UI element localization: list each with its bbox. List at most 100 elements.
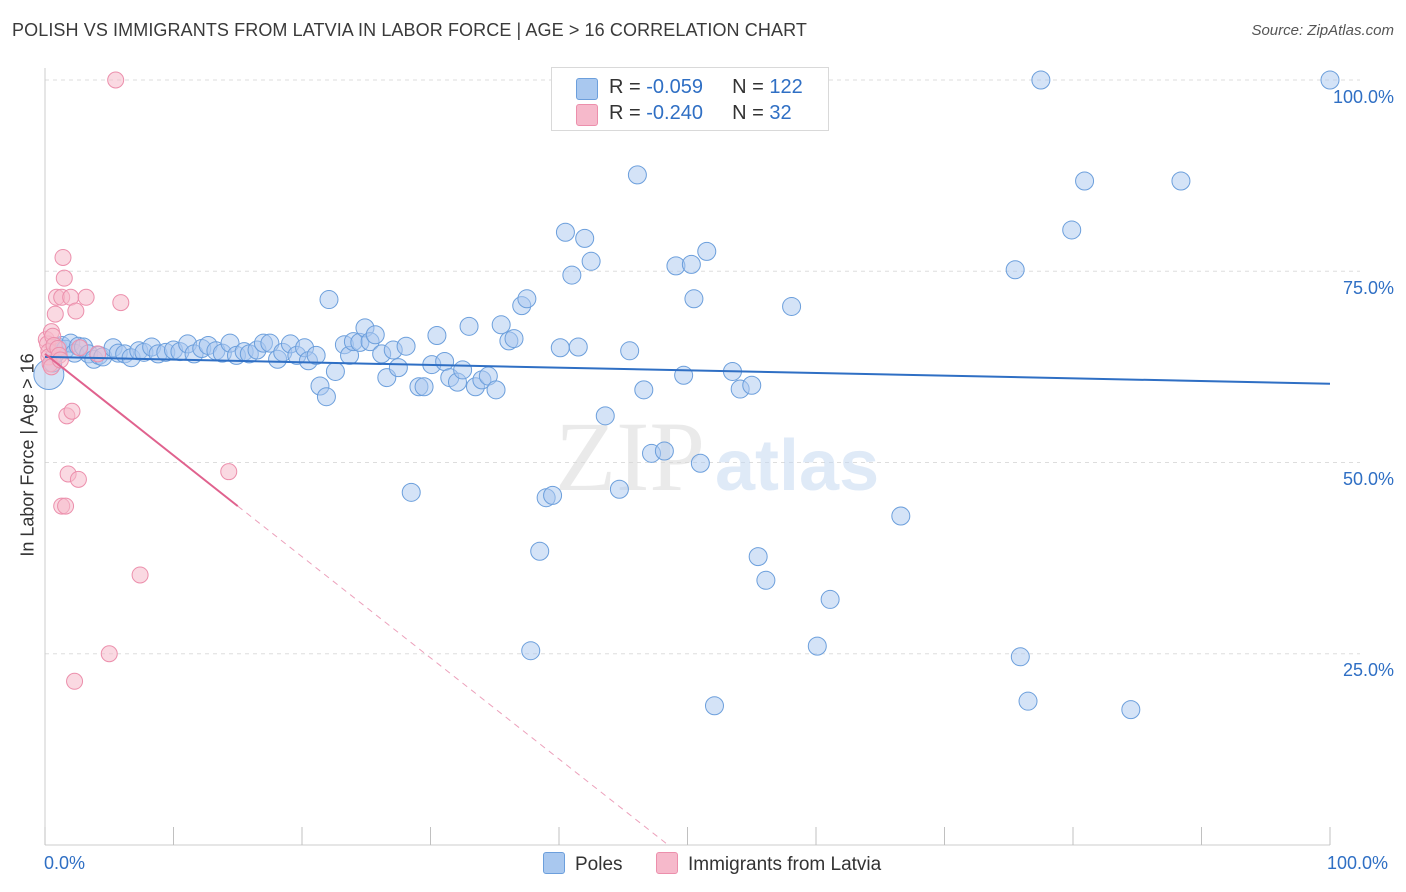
- y-tick-label: 50.0%: [1342, 469, 1394, 489]
- legend-r-label: R =: [609, 102, 647, 124]
- poles-point: [306, 345, 326, 365]
- poles-point: [396, 336, 416, 356]
- bottom-legend-poles-label: Poles: [575, 854, 623, 875]
- poles-point: [543, 485, 563, 505]
- latvia-swatch: [656, 852, 678, 874]
- poles-point: [807, 636, 827, 656]
- x-tick-label-min: 0.0%: [44, 853, 86, 873]
- poles-point: [575, 228, 595, 248]
- poles-point: [654, 441, 674, 461]
- latvia-point: [112, 294, 130, 312]
- chart-title: POLISH VS IMMIGRANTS FROM LATVIA IN LABO…: [12, 20, 807, 40]
- poles-point: [704, 696, 724, 716]
- latvia-point: [55, 269, 73, 287]
- poles-point: [530, 541, 550, 561]
- poles-point: [459, 316, 479, 336]
- poles-point: [627, 165, 647, 185]
- latvia-series: [37, 71, 238, 690]
- latvia-trend-extension: [237, 505, 669, 846]
- latvia-trend-line: [44, 353, 239, 507]
- x-tick-label-max: 100.0%: [1327, 853, 1389, 873]
- y-tick-label: 100.0%: [1332, 87, 1394, 107]
- latvia-point: [46, 305, 64, 323]
- poles-point: [1031, 70, 1051, 90]
- poles-point: [697, 241, 717, 261]
- poles-point: [555, 222, 575, 242]
- poles-point: [435, 352, 455, 372]
- poles-point: [1121, 700, 1141, 720]
- poles-point: [325, 361, 345, 381]
- poles-point: [1018, 691, 1038, 711]
- poles-point: [568, 337, 588, 357]
- legend-n-value: 122: [769, 76, 803, 98]
- latvia-point: [67, 302, 85, 320]
- legend: R = -0.059 N = 122 R = -0.240 N = 32: [551, 67, 829, 131]
- legend-r-label: R =: [609, 76, 647, 98]
- poles-point: [260, 333, 280, 353]
- latvia-point: [100, 645, 118, 663]
- poles-point: [453, 360, 473, 380]
- y-tick-label: 25.0%: [1342, 660, 1394, 680]
- poles-point: [365, 325, 385, 345]
- poles-point: [756, 570, 776, 590]
- latvia-point: [220, 463, 238, 481]
- latvia-point: [63, 402, 81, 420]
- poles-point: [517, 289, 537, 309]
- poles-swatch: [543, 852, 565, 874]
- poles-point: [595, 406, 615, 426]
- bottom-legend-latvia-label: Immigrants from Latvia: [688, 854, 882, 875]
- poles-point: [1075, 171, 1095, 191]
- poles-point: [1171, 171, 1191, 191]
- latvia-point: [131, 566, 149, 584]
- latvia-point: [89, 345, 107, 363]
- poles-point: [550, 338, 570, 358]
- poles-point: [486, 380, 506, 400]
- poles-point: [427, 326, 447, 346]
- poles-point: [319, 290, 339, 310]
- poles-point: [634, 380, 654, 400]
- watermark-atlas: atlas: [715, 426, 879, 506]
- poles-point: [581, 251, 601, 271]
- poles-point: [742, 375, 762, 395]
- poles-point: [504, 329, 524, 349]
- poles-point: [388, 358, 408, 378]
- latvia-point: [77, 288, 95, 306]
- poles-series: [33, 70, 1340, 720]
- latvia-point: [66, 672, 84, 690]
- legend-n-label: N =: [732, 76, 770, 98]
- latvia-point: [69, 470, 87, 488]
- latvia-point: [71, 339, 89, 357]
- poles-point: [690, 453, 710, 473]
- poles-point: [782, 296, 802, 316]
- poles-swatch: [576, 78, 598, 100]
- latvia-swatch: [576, 104, 598, 126]
- legend-r-value: -0.059: [646, 76, 703, 98]
- poles-point: [748, 547, 768, 567]
- poles-point: [1062, 220, 1082, 240]
- poles-trend-line: [44, 355, 1331, 385]
- legend-r-value: -0.240: [646, 102, 703, 124]
- y-axis-label: In Labor Force | Age > 16: [17, 353, 38, 557]
- poles-point: [316, 387, 336, 407]
- latvia-point: [57, 497, 75, 515]
- poles-point: [414, 377, 434, 397]
- poles-point: [609, 479, 629, 499]
- poles-point: [401, 482, 421, 502]
- bottom-legend-latvia: Immigrants from Latvia: [656, 852, 881, 876]
- poles-point: [1320, 70, 1340, 90]
- poles-point: [562, 265, 582, 285]
- y-tick-label: 75.0%: [1342, 278, 1394, 298]
- poles-point: [491, 315, 511, 335]
- latvia-point: [107, 71, 125, 89]
- poles-point: [521, 641, 541, 661]
- legend-n-value: 32: [769, 102, 792, 124]
- poles-point: [681, 254, 701, 274]
- zipatlas-watermark: ZIP atlas: [555, 401, 879, 512]
- axes: [44, 68, 1331, 846]
- gridlines: [45, 79, 1360, 655]
- latvia-point: [54, 248, 72, 266]
- trend-lines: [44, 353, 1331, 846]
- poles-point: [684, 289, 704, 309]
- source-label: Source: ZipAtlas.com: [1251, 22, 1394, 39]
- watermark-zip: ZIP: [555, 401, 705, 512]
